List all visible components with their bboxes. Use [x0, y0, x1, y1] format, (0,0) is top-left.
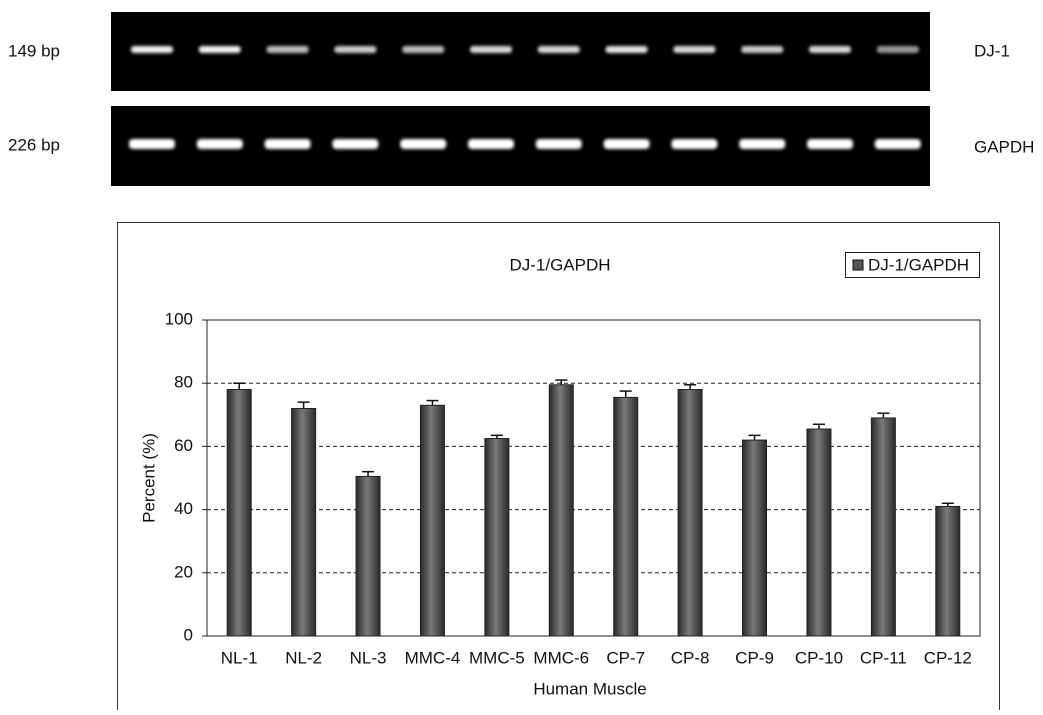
gel-band — [334, 46, 376, 53]
gel-band — [197, 139, 243, 149]
x-tick-label: MMC-4 — [405, 648, 461, 667]
error-bar — [298, 402, 310, 408]
gel-band — [468, 139, 514, 149]
bar — [292, 408, 316, 636]
gel-band — [199, 46, 241, 53]
gel-band — [673, 46, 715, 53]
x-tick-label: MMC-6 — [533, 648, 589, 667]
gel-band — [877, 46, 919, 53]
bar — [614, 397, 638, 636]
error-bar — [555, 380, 567, 385]
bar — [485, 439, 509, 637]
x-axis-label: Human Muscle — [533, 679, 646, 698]
error-bar — [426, 401, 438, 406]
error-bar — [684, 385, 696, 390]
y-tick-label: 60 — [174, 436, 193, 455]
bar — [807, 429, 831, 636]
y-tick-label: 20 — [174, 562, 193, 581]
y-tick-label: 100 — [165, 309, 193, 328]
x-tick-label: NL-3 — [350, 648, 387, 667]
legend-swatch — [853, 260, 863, 270]
gel-band — [267, 46, 309, 53]
gel-band — [470, 46, 512, 53]
gel-band — [739, 139, 785, 149]
error-bar — [877, 413, 889, 418]
gel-band — [265, 139, 311, 149]
band-size: 226 bp — [8, 135, 60, 154]
gel-band — [400, 139, 446, 149]
chart-title: DJ-1/GAPDH — [509, 255, 610, 274]
x-tick-label: CP-12 — [924, 648, 972, 667]
gel-band — [606, 46, 648, 53]
gel-band — [536, 139, 582, 149]
bar — [549, 385, 573, 636]
error-bar — [362, 472, 374, 477]
gel-band — [875, 139, 921, 149]
bar — [743, 440, 767, 636]
x-tick-label: NL-1 — [221, 648, 258, 667]
page: 149 bp DJ-1 226 bp GAPDH DJ-1/GAPDH Huma… — [0, 0, 1043, 715]
x-tick-label: NL-2 — [285, 648, 322, 667]
gel-band — [332, 139, 378, 149]
x-tick-label: CP-8 — [671, 648, 710, 667]
band-size: 149 bp — [8, 41, 60, 60]
legend-label: DJ-1/GAPDH — [868, 255, 969, 274]
gel-band — [809, 46, 851, 53]
gel-band — [807, 139, 853, 149]
y-tick-label: 40 — [174, 499, 193, 518]
x-tick-label: CP-10 — [795, 648, 843, 667]
bar — [356, 476, 380, 636]
error-bar — [233, 383, 245, 389]
bar — [871, 418, 895, 636]
bar — [227, 390, 251, 636]
x-tick-label: CP-11 — [860, 648, 907, 667]
gel-band — [671, 139, 717, 149]
error-bar — [620, 391, 632, 397]
gel-band — [741, 46, 783, 53]
bar — [678, 390, 702, 636]
error-bar — [749, 435, 761, 440]
plot-area — [207, 320, 980, 636]
x-tick-label: CP-9 — [735, 648, 774, 667]
gene-label: GAPDH — [974, 137, 1034, 156]
gel-band — [604, 139, 650, 149]
gel-band — [538, 46, 580, 53]
bar — [936, 506, 960, 636]
bar — [420, 405, 444, 636]
gel-band — [131, 46, 173, 53]
figure: 149 bp DJ-1 226 bp GAPDH DJ-1/GAPDH Huma… — [0, 0, 1043, 710]
x-tick-label: MMC-5 — [469, 648, 525, 667]
gel-band — [402, 46, 444, 53]
gene-label: DJ-1 — [974, 41, 1010, 60]
gel-band — [129, 139, 175, 149]
error-bar — [813, 424, 825, 429]
y-axis-label: Percent (%) — [139, 433, 158, 523]
y-tick-label: 0 — [184, 625, 193, 644]
y-tick-label: 80 — [174, 373, 193, 392]
x-tick-label: CP-7 — [606, 648, 645, 667]
